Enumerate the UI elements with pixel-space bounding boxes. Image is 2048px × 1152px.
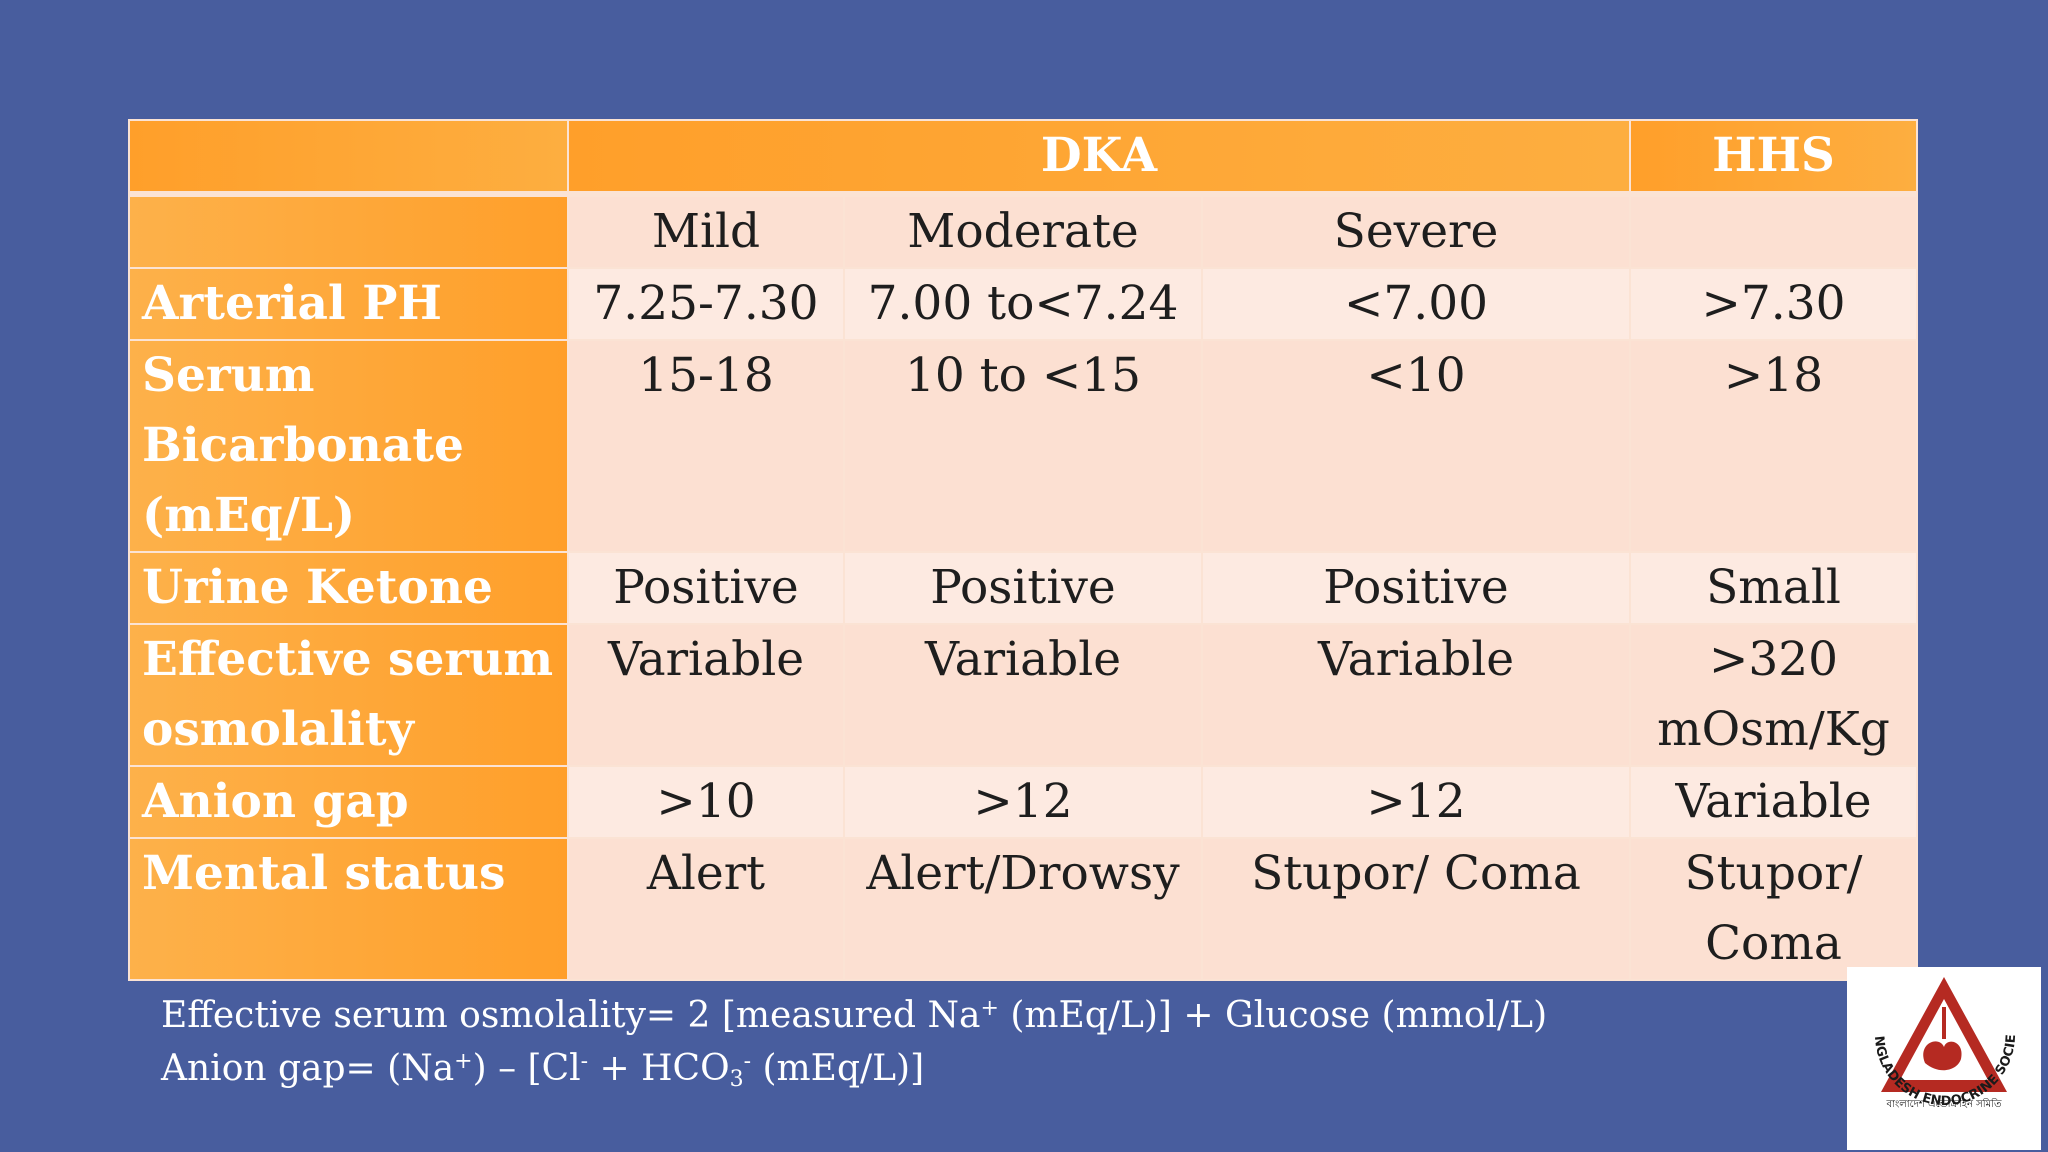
table-cell: Positive [843,551,1203,625]
table-cell: 7.00 to<7.24 [843,267,1203,341]
table-cell: Variable [567,623,845,767]
subheader-corner-cell [128,193,569,269]
row-label-urine-ketone: Urine Ketone [128,551,569,625]
table-header-row: DKA HHS [128,119,1918,197]
table-cell: <7.00 [1201,267,1631,341]
table-cell: >320 mOsm/Kg [1629,623,1918,767]
severity-subheader-row: Mild Moderate Severe [128,193,1918,269]
table-row: Urine Ketone Positive Positive Positive … [128,551,1918,625]
table-cell: >7.30 [1629,267,1918,341]
anion-gap-formula: Anion gap= (Na+) – [Cl- + HCO3- (mEq/L)] [161,1048,925,1092]
table-cell: Variable [1201,623,1631,767]
society-emblem-icon: BANGLADESH ENDOCRINE SOCIETY বাংলাদেশ এন… [1847,967,2019,1110]
subheader-hhs [1629,193,1918,269]
table-cell: >12 [843,765,1203,839]
table-cell: Positive [1201,551,1631,625]
table-cell: <10 [1201,339,1631,553]
table-cell: >10 [567,765,845,839]
row-label-arterial-ph: Arterial PH [128,267,569,341]
header-dka: DKA [567,119,1631,197]
bangladesh-endocrine-society-logo: BANGLADESH ENDOCRINE SOCIETY বাংলাদেশ এন… [1847,967,2041,1150]
table-cell: Stupor/ Coma [1201,837,1631,981]
subheader-moderate: Moderate [843,193,1203,269]
table-cell: 10 to <15 [843,339,1203,553]
table-cell: 7.25-7.30 [567,267,845,341]
table-cell: Variable [843,623,1203,767]
table-row: Arterial PH 7.25-7.30 7.00 to<7.24 <7.00… [128,267,1918,341]
row-label-serum-bicarbonate: Serum Bicarbonate (mEq/L) [128,339,569,553]
row-label-effective-serum-osmolality: Effective serum osmolality [128,623,569,767]
table-cell: Variable [1629,765,1918,839]
header-hhs: HHS [1629,119,1918,197]
table-row: Mental status Alert Alert/Drowsy Stupor/… [128,837,1918,981]
table-cell: 15-18 [567,339,845,553]
logo-bengali-text: বাংলাদেশ এন্ডোক্রাইন সমিতি [1886,1098,2002,1110]
table-cell: >12 [1201,765,1631,839]
table-cell: Alert [567,837,845,981]
dka-hhs-criteria-table: DKA HHS Mild Moderate Severe Arterial PH… [128,119,1918,981]
table-cell: Alert/Drowsy [843,837,1203,981]
row-label-anion-gap: Anion gap [128,765,569,839]
subheader-mild: Mild [567,193,845,269]
footnote-formulas: Effective serum osmolality= 2 [measured … [161,986,1547,1103]
header-corner-cell [128,119,569,197]
table-cell: >18 [1629,339,1918,553]
row-label-mental-status: Mental status [128,837,569,981]
table-row: Serum Bicarbonate (mEq/L) 15-18 10 to <1… [128,339,1918,553]
subheader-severe: Severe [1201,193,1631,269]
osmolality-formula: Effective serum osmolality= 2 [measured … [161,995,1548,1036]
table-row: Effective serum osmolality Variable Vari… [128,623,1918,767]
table-cell: Stupor/ Coma [1629,837,1918,981]
table-cell: Small [1629,551,1918,625]
table-row: Anion gap >10 >12 >12 Variable [128,765,1918,839]
table-cell: Positive [567,551,845,625]
